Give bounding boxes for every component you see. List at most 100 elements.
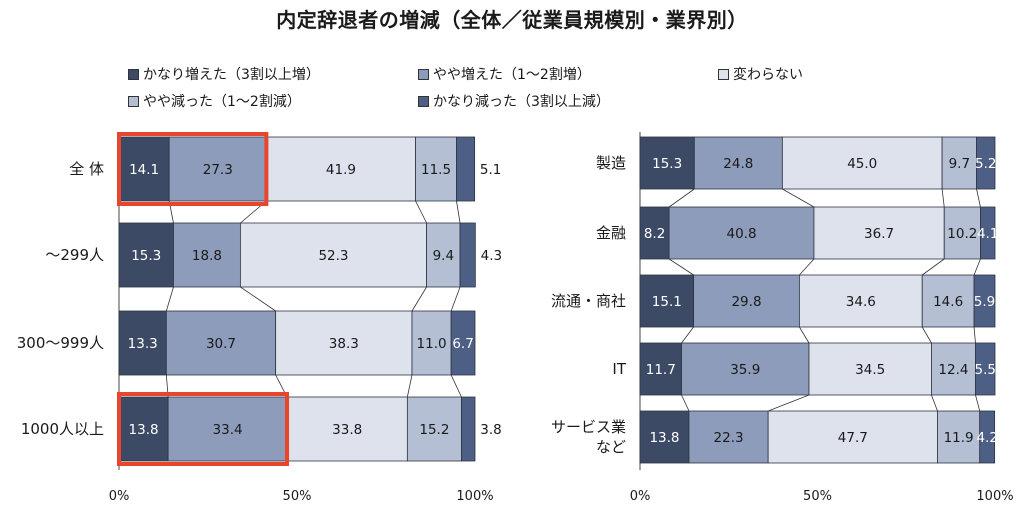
connector-line [931, 394, 938, 412]
data-label: 41.9 [326, 162, 356, 178]
category-label: IT [612, 360, 626, 378]
bar-segment [808, 342, 932, 396]
data-label: 12.4 [938, 362, 968, 378]
data-label: 34.6 [846, 294, 876, 310]
legend-swatch [418, 68, 429, 80]
highlight-box [117, 132, 269, 206]
bar-segment [450, 310, 476, 376]
bar-segment [118, 396, 169, 462]
bar-segment [980, 206, 996, 260]
data-label: 10.2 [947, 226, 977, 242]
connector-line [681, 394, 690, 412]
connector-line [411, 286, 427, 312]
connector-line [976, 188, 981, 208]
legend-label: やや減った（1～2割減） [143, 94, 301, 110]
x-tick-label: 50% [803, 489, 832, 504]
connector-line [941, 188, 945, 208]
connector-line [165, 286, 174, 312]
bar-segment [941, 136, 977, 190]
legend-swatch [128, 95, 139, 107]
data-label: 4.1 [977, 226, 998, 242]
data-label: 5.1 [480, 162, 501, 178]
legend-swatch [128, 68, 139, 80]
bar-segment [767, 410, 938, 464]
bar-segment [931, 342, 976, 396]
data-label: 8.2 [644, 226, 665, 242]
data-label: 52.3 [318, 248, 348, 264]
bar-segment [976, 136, 996, 190]
x-tick-label: 50% [283, 489, 312, 504]
bar-segment [118, 222, 174, 288]
connector-line [973, 326, 976, 344]
bar-segment [813, 206, 945, 260]
bar-segment [693, 274, 800, 328]
connector-line [668, 258, 694, 276]
bar-segment [118, 136, 170, 202]
connector-line [240, 286, 276, 312]
data-label: 34.5 [855, 362, 885, 378]
connector-line [799, 258, 815, 276]
connector-line [921, 326, 932, 344]
bar-segment [173, 222, 241, 288]
legend-label: かなり増えた（3割以上増） [143, 67, 320, 83]
data-label: 36.7 [864, 226, 894, 242]
connector-line [782, 188, 815, 208]
data-label: 6.7 [452, 336, 473, 352]
data-label: 22.3 [714, 430, 744, 446]
category-label: ～299人 [45, 246, 104, 264]
x-tick-label: 100% [456, 489, 493, 504]
x-tick-label: 100% [976, 489, 1013, 504]
connector-line [975, 394, 981, 412]
chart-title: 内定辞退者の増減（全体／従業員規模別・業界別） [276, 8, 748, 32]
bar-segment [693, 136, 783, 190]
data-label: 29.8 [731, 294, 761, 310]
bar-segment [461, 396, 476, 462]
legend-label: かなり減った（3割以上減） [433, 94, 610, 110]
bar-segment [798, 274, 923, 328]
data-label: 13.8 [649, 430, 679, 446]
data-label: 38.3 [329, 336, 359, 352]
bar-segment [165, 310, 277, 376]
data-label: 13.3 [128, 336, 158, 352]
bar-segment [411, 310, 452, 376]
connector-line [799, 326, 810, 344]
data-label: 4.2 [976, 430, 997, 446]
bar-segment [973, 274, 996, 328]
connector-line [456, 200, 461, 224]
x-tick-label: 0% [109, 489, 130, 504]
data-label: 11.7 [646, 362, 676, 378]
data-label: 24.8 [723, 156, 753, 172]
connector-line [450, 374, 462, 398]
legend-swatch [418, 95, 429, 107]
connector-line [681, 326, 694, 344]
data-label: 15.2 [419, 422, 449, 438]
bar-segment [275, 310, 413, 376]
bar-segment [639, 206, 670, 260]
data-label: 11.9 [944, 430, 974, 446]
bar-segment [118, 310, 167, 376]
category-label: 金融 [596, 224, 626, 242]
x-tick-label: 0% [630, 489, 651, 504]
category-label: 1000人以上 [21, 420, 104, 438]
category-label: など [596, 438, 626, 456]
data-label: 5.9 [974, 294, 995, 310]
connector-line [973, 258, 981, 276]
data-label: 15.3 [652, 156, 682, 172]
data-label: 14.1 [129, 162, 159, 178]
category-label: 全 体 [69, 160, 104, 178]
data-label: 9.7 [949, 156, 970, 172]
data-label: 11.0 [417, 336, 447, 352]
bar-segment [456, 136, 476, 202]
category-label: 製造 [596, 154, 626, 172]
legend-item-increase-much: かなり増えた（3割以上増） [128, 64, 320, 84]
highlight-box [117, 392, 290, 466]
data-label: 4.3 [481, 248, 502, 264]
bar-segment [639, 274, 695, 328]
category-label: 流通・商社 [551, 292, 626, 310]
data-label: 27.3 [203, 162, 233, 178]
bar-segment [668, 206, 815, 260]
data-label: 5.5 [974, 362, 995, 378]
bar-segment [415, 136, 457, 202]
data-label: 13.8 [129, 422, 159, 438]
bar-segment [781, 136, 943, 190]
